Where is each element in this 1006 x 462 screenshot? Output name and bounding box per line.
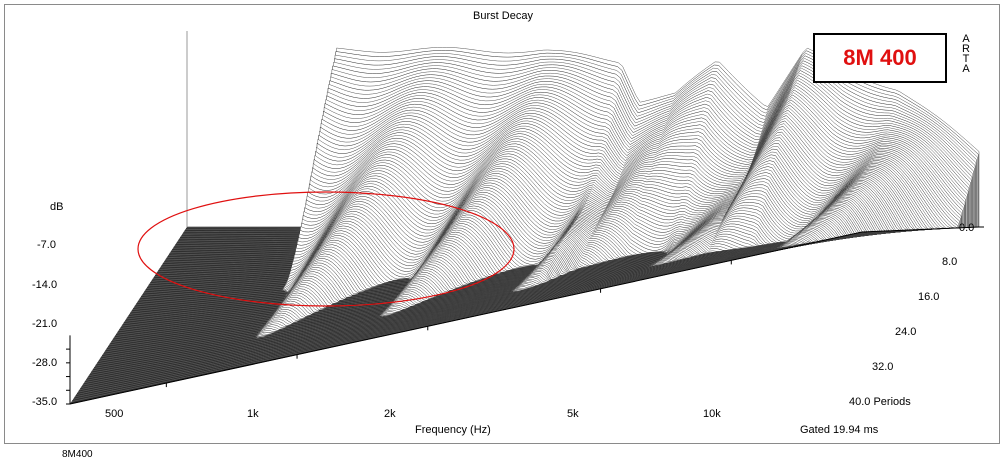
y-tick-label: -35.0 [32, 396, 58, 408]
highlight-ellipse [137, 191, 515, 307]
y-tick-label: -14.0 [32, 279, 58, 291]
gated-time-label: Gated 19.94 ms [800, 424, 879, 436]
x-axis-line [69, 231, 863, 405]
z-tick-label: 24.0 [895, 326, 917, 338]
y-tick-label: -21.0 [32, 318, 58, 330]
y-axis-label: dB [50, 201, 64, 213]
x-tick-label: 2k [384, 408, 396, 420]
x-tick-label: 5k [567, 408, 579, 420]
z-tick-label: 16.0 [918, 291, 940, 303]
arta-vertical-label: A R T A [960, 33, 972, 75]
y-tick-label: -7.0 [37, 239, 56, 251]
x-tick-label: 1k [247, 408, 259, 420]
x-tick-label: 500 [105, 408, 124, 420]
x-tick-label: 10k [703, 408, 721, 420]
arta-letter: A [962, 33, 970, 45]
x-axis-label: Frequency (Hz) [415, 424, 491, 436]
z-tick-label: 8.0 [942, 256, 958, 268]
z-tick-label: 40.0 Periods [849, 396, 911, 408]
z-tick-label: 0.0 [959, 222, 975, 234]
arta-letter: A [962, 63, 970, 75]
arta-letter: T [962, 53, 970, 65]
y-tick-label: -28.0 [32, 357, 58, 369]
arta-letter: R [962, 43, 970, 55]
chart-title: Burst Decay [473, 10, 533, 22]
footer-caption: 8M400 [62, 449, 93, 460]
model-badge: 8M 400 [813, 33, 947, 83]
z-tick-label: 32.0 [872, 361, 894, 373]
